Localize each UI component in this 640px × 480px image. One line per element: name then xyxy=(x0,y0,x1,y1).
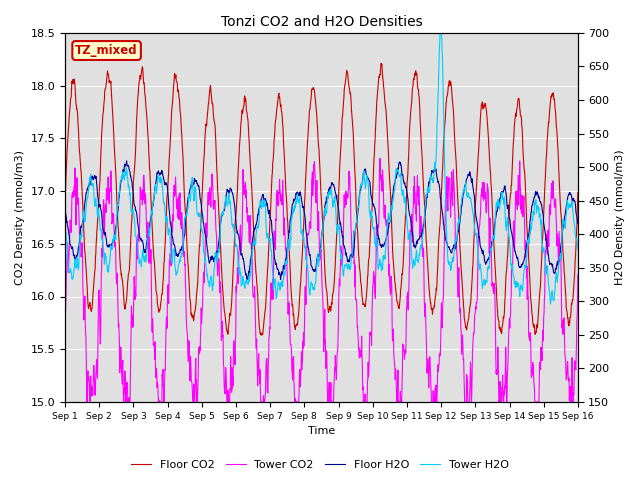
Floor H2O xyxy=(574,221,582,227)
Tower H2O xyxy=(289,206,297,212)
Tower H2O xyxy=(574,247,582,252)
Tower H2O xyxy=(101,257,109,263)
Title: Tonzi CO2 and H2O Densities: Tonzi CO2 and H2O Densities xyxy=(221,15,422,29)
Floor CO2 xyxy=(378,60,385,66)
Line: Tower H2O: Tower H2O xyxy=(65,33,578,304)
Floor CO2 xyxy=(122,302,129,308)
Tower CO2 xyxy=(353,324,361,330)
Tower CO2 xyxy=(290,354,298,360)
Tower CO2 xyxy=(279,187,287,193)
Tower CO2 xyxy=(376,156,384,161)
Tower H2O xyxy=(436,30,444,36)
Floor H2O xyxy=(290,198,298,204)
Floor CO2 xyxy=(290,311,298,317)
Tower CO2 xyxy=(83,399,91,405)
X-axis label: Time: Time xyxy=(308,426,335,436)
Text: TZ_mixed: TZ_mixed xyxy=(76,44,138,57)
Floor H2O xyxy=(300,204,307,210)
Line: Floor CO2: Floor CO2 xyxy=(65,63,578,335)
Floor H2O xyxy=(61,206,69,212)
Tower H2O xyxy=(122,171,129,177)
Line: Floor H2O: Floor H2O xyxy=(65,161,578,280)
Legend: Floor CO2, Tower CO2, Floor H2O, Tower H2O: Floor CO2, Tower CO2, Floor H2O, Tower H… xyxy=(126,456,514,474)
Y-axis label: H2O Density (mmol/m3): H2O Density (mmol/m3) xyxy=(615,150,625,285)
Floor CO2 xyxy=(61,199,69,204)
Floor CO2 xyxy=(257,332,265,338)
Tower H2O xyxy=(299,227,307,232)
Floor H2O xyxy=(244,277,252,283)
Floor H2O xyxy=(101,230,109,236)
Tower H2O xyxy=(353,214,361,219)
Floor H2O xyxy=(354,213,362,218)
Tower H2O xyxy=(61,227,69,232)
Floor CO2 xyxy=(353,226,361,231)
Floor CO2 xyxy=(101,89,109,95)
Tower H2O xyxy=(279,284,287,289)
Floor CO2 xyxy=(299,241,307,247)
Y-axis label: CO2 Density (mmol/m3): CO2 Density (mmol/m3) xyxy=(15,150,25,285)
Tower CO2 xyxy=(122,399,130,405)
Tower CO2 xyxy=(61,316,69,322)
Tower CO2 xyxy=(299,338,307,344)
Floor H2O xyxy=(122,163,129,169)
Tower CO2 xyxy=(101,206,109,212)
Floor H2O xyxy=(280,263,287,268)
Floor CO2 xyxy=(279,124,287,130)
Floor CO2 xyxy=(574,190,582,195)
Tower CO2 xyxy=(574,272,582,277)
Tower H2O xyxy=(547,301,554,307)
Line: Tower CO2: Tower CO2 xyxy=(65,158,578,402)
Floor H2O xyxy=(123,158,131,164)
